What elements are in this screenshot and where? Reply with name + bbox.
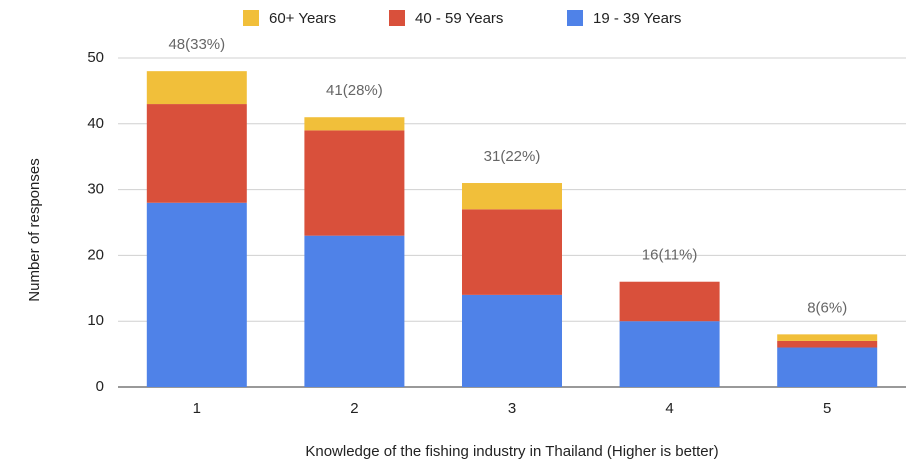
x-tick-label: 5 — [823, 400, 831, 417]
legend-label: 19 - 39 Years — [593, 10, 681, 27]
legend-swatch — [243, 10, 259, 26]
bar-segment — [619, 321, 720, 387]
bar-segment — [777, 334, 878, 341]
y-tick-label: 50 — [87, 49, 104, 66]
legend-swatch — [389, 10, 405, 26]
total-label: 8(6%) — [807, 299, 847, 316]
bar-segment — [777, 340, 878, 348]
y-tick-label: 30 — [87, 181, 104, 198]
bar-segment — [462, 294, 562, 387]
y-tick-label: 20 — [87, 246, 104, 263]
bar-segment — [304, 117, 405, 131]
bar-segment — [619, 281, 720, 322]
y-axis-title: Number of responses — [26, 158, 43, 301]
y-tick-label: 0 — [96, 378, 104, 395]
legend-label: 60+ Years — [269, 10, 336, 27]
total-label: 31(22%) — [484, 148, 541, 165]
bar-segment — [146, 71, 247, 105]
bar-segment — [462, 209, 562, 295]
bar-segment — [304, 235, 405, 387]
bar-segment — [146, 104, 247, 203]
x-tick-label: 2 — [350, 400, 358, 417]
bar-segment — [462, 183, 562, 210]
bar-segment — [304, 130, 405, 236]
total-label: 16(11%) — [642, 247, 698, 264]
x-tick-label: 4 — [665, 400, 673, 417]
total-label: 48(33%) — [168, 36, 225, 53]
legend-swatch — [567, 10, 583, 26]
x-axis-title: Knowledge of the fishing industry in Tha… — [305, 443, 718, 460]
y-tick-label: 10 — [87, 312, 104, 329]
legend-label: 40 - 59 Years — [415, 10, 503, 27]
x-tick-label: 1 — [193, 400, 201, 417]
x-tick-label: 3 — [508, 400, 516, 417]
total-label: 41(28%) — [326, 82, 383, 99]
bar-segment — [777, 347, 878, 387]
bar-segment — [146, 202, 247, 387]
y-tick-label: 40 — [87, 115, 104, 132]
